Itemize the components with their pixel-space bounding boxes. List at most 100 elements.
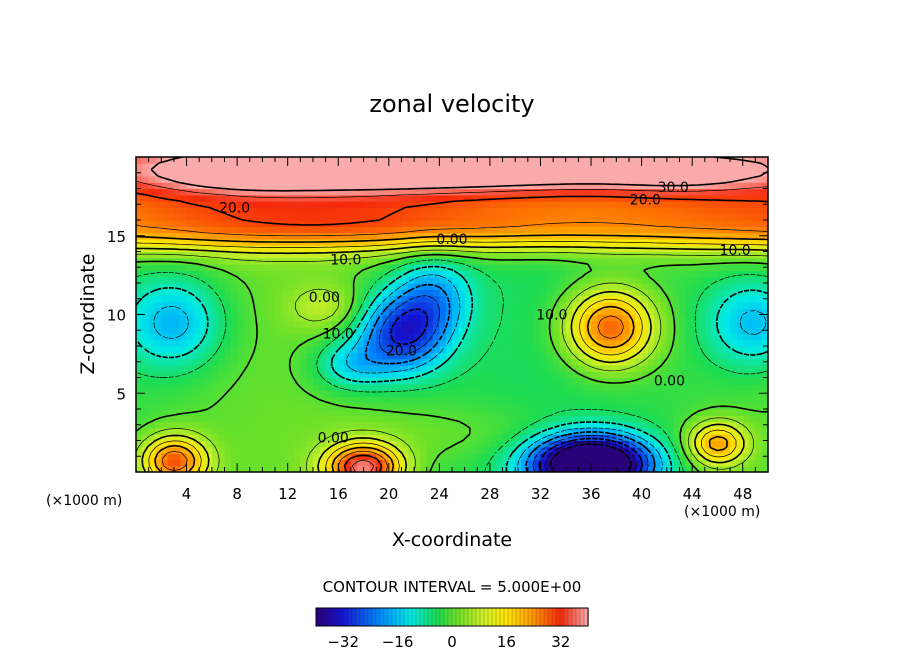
- heatmap-cell: [173, 465, 181, 472]
- heatmap-cell: [142, 201, 150, 208]
- heatmap-cell: [572, 270, 579, 278]
- heatmap-cell: [515, 396, 523, 404]
- heatmap-cell: [420, 346, 428, 353]
- heatmap-cell: [553, 390, 561, 397]
- heatmap-cell: [218, 427, 226, 435]
- heatmap-cell: [508, 301, 516, 309]
- heatmap-cell: [565, 245, 573, 253]
- heatmap-cell: [319, 175, 327, 183]
- heatmap-cell: [376, 220, 384, 227]
- heatmap-cell: [755, 251, 763, 259]
- heatmap-cell: [616, 333, 624, 341]
- heatmap-cell: [237, 207, 245, 215]
- heatmap-cell: [698, 194, 706, 202]
- heatmap-cell: [597, 283, 605, 290]
- heatmap-cell: [186, 201, 194, 208]
- heatmap-cell: [388, 415, 396, 423]
- heatmap-cell: [148, 453, 156, 460]
- heatmap-cell: [161, 440, 169, 448]
- heatmap-cell: [736, 283, 744, 290]
- heatmap-cell: [180, 163, 188, 171]
- heatmap-cell: [148, 264, 156, 271]
- heatmap-cell: [698, 465, 706, 472]
- heatmap-cell: [559, 453, 567, 460]
- heatmap-cell: [382, 163, 390, 171]
- heatmap-cell: [357, 402, 365, 410]
- heatmap-cell: [584, 283, 592, 290]
- heatmap-cell: [199, 465, 207, 472]
- heatmap-cell: [420, 339, 428, 347]
- heatmap-cell: [515, 327, 523, 334]
- heatmap-cell: [350, 465, 358, 472]
- heatmap-cell: [458, 415, 466, 423]
- heatmap-cell: [540, 383, 548, 391]
- heatmap-cell: [230, 169, 238, 177]
- heatmap-cell: [331, 421, 339, 429]
- heatmap-cell: [591, 320, 598, 328]
- heatmap-cell: [205, 182, 213, 190]
- heatmap-cell: [167, 421, 175, 429]
- heatmap-cell: [761, 308, 768, 316]
- heatmap-cell: [736, 427, 744, 435]
- heatmap-cell: [603, 427, 611, 435]
- heatmap-cell: [275, 371, 282, 379]
- heatmap-cell: [666, 371, 674, 379]
- heatmap-cell: [300, 182, 308, 190]
- heatmap-cell: [565, 264, 573, 271]
- heatmap-cell: [395, 402, 403, 410]
- heatmap-cell: [470, 465, 478, 472]
- heatmap-cell: [173, 390, 181, 397]
- heatmap-cell: [489, 440, 497, 448]
- heatmap-cell: [723, 358, 731, 366]
- heatmap-cell: [622, 163, 630, 171]
- heatmap-cell: [483, 314, 491, 322]
- heatmap-cell: [489, 201, 497, 208]
- heatmap-cell: [407, 264, 415, 271]
- heatmap-cell: [711, 289, 719, 297]
- heatmap-cell: [464, 421, 472, 429]
- heatmap-cell: [395, 346, 403, 353]
- heatmap-cell: [218, 459, 226, 467]
- heatmap-cell: [742, 377, 750, 385]
- heatmap-cell: [331, 320, 339, 328]
- heatmap-cell: [249, 402, 257, 410]
- heatmap-cell: [742, 163, 750, 171]
- heatmap-cell: [186, 182, 194, 190]
- heatmap-cell: [382, 383, 390, 391]
- heatmap-cell: [489, 220, 497, 227]
- heatmap-cell: [439, 283, 447, 290]
- heatmap-cell: [319, 383, 327, 391]
- heatmap-cell: [685, 295, 693, 303]
- heatmap-cell: [363, 175, 371, 183]
- heatmap-cell: [433, 220, 440, 227]
- heatmap-cell: [338, 440, 346, 448]
- heatmap-cell: [742, 270, 750, 278]
- heatmap-cell: [433, 264, 440, 271]
- heatmap-cell: [363, 264, 371, 271]
- heatmap-cell: [426, 270, 434, 278]
- heatmap-cell: [749, 314, 756, 322]
- heatmap-cell: [711, 201, 719, 208]
- heatmap-cell: [458, 333, 466, 341]
- heatmap-cell: [357, 245, 365, 253]
- heatmap-cell: [433, 377, 440, 385]
- heatmap-cell: [376, 283, 384, 290]
- heatmap-cell: [275, 188, 282, 196]
- heatmap-cell: [199, 327, 207, 334]
- heatmap-cell: [426, 465, 434, 472]
- heatmap-cell: [641, 301, 649, 309]
- heatmap-cell: [142, 182, 150, 190]
- heatmap-cell: [142, 238, 150, 246]
- heatmap-cell: [477, 390, 485, 397]
- heatmap-cell: [502, 276, 510, 284]
- heatmap-cell: [281, 175, 289, 183]
- heatmap-cell: [300, 409, 308, 416]
- heatmap-cell: [730, 182, 737, 190]
- heatmap-cell: [136, 333, 143, 341]
- heatmap-cell: [660, 377, 668, 385]
- heatmap-cell: [148, 232, 156, 240]
- heatmap-cell: [692, 251, 700, 259]
- heatmap-cell: [369, 396, 377, 404]
- heatmap-cell: [300, 440, 308, 448]
- heatmap-cell: [306, 421, 314, 429]
